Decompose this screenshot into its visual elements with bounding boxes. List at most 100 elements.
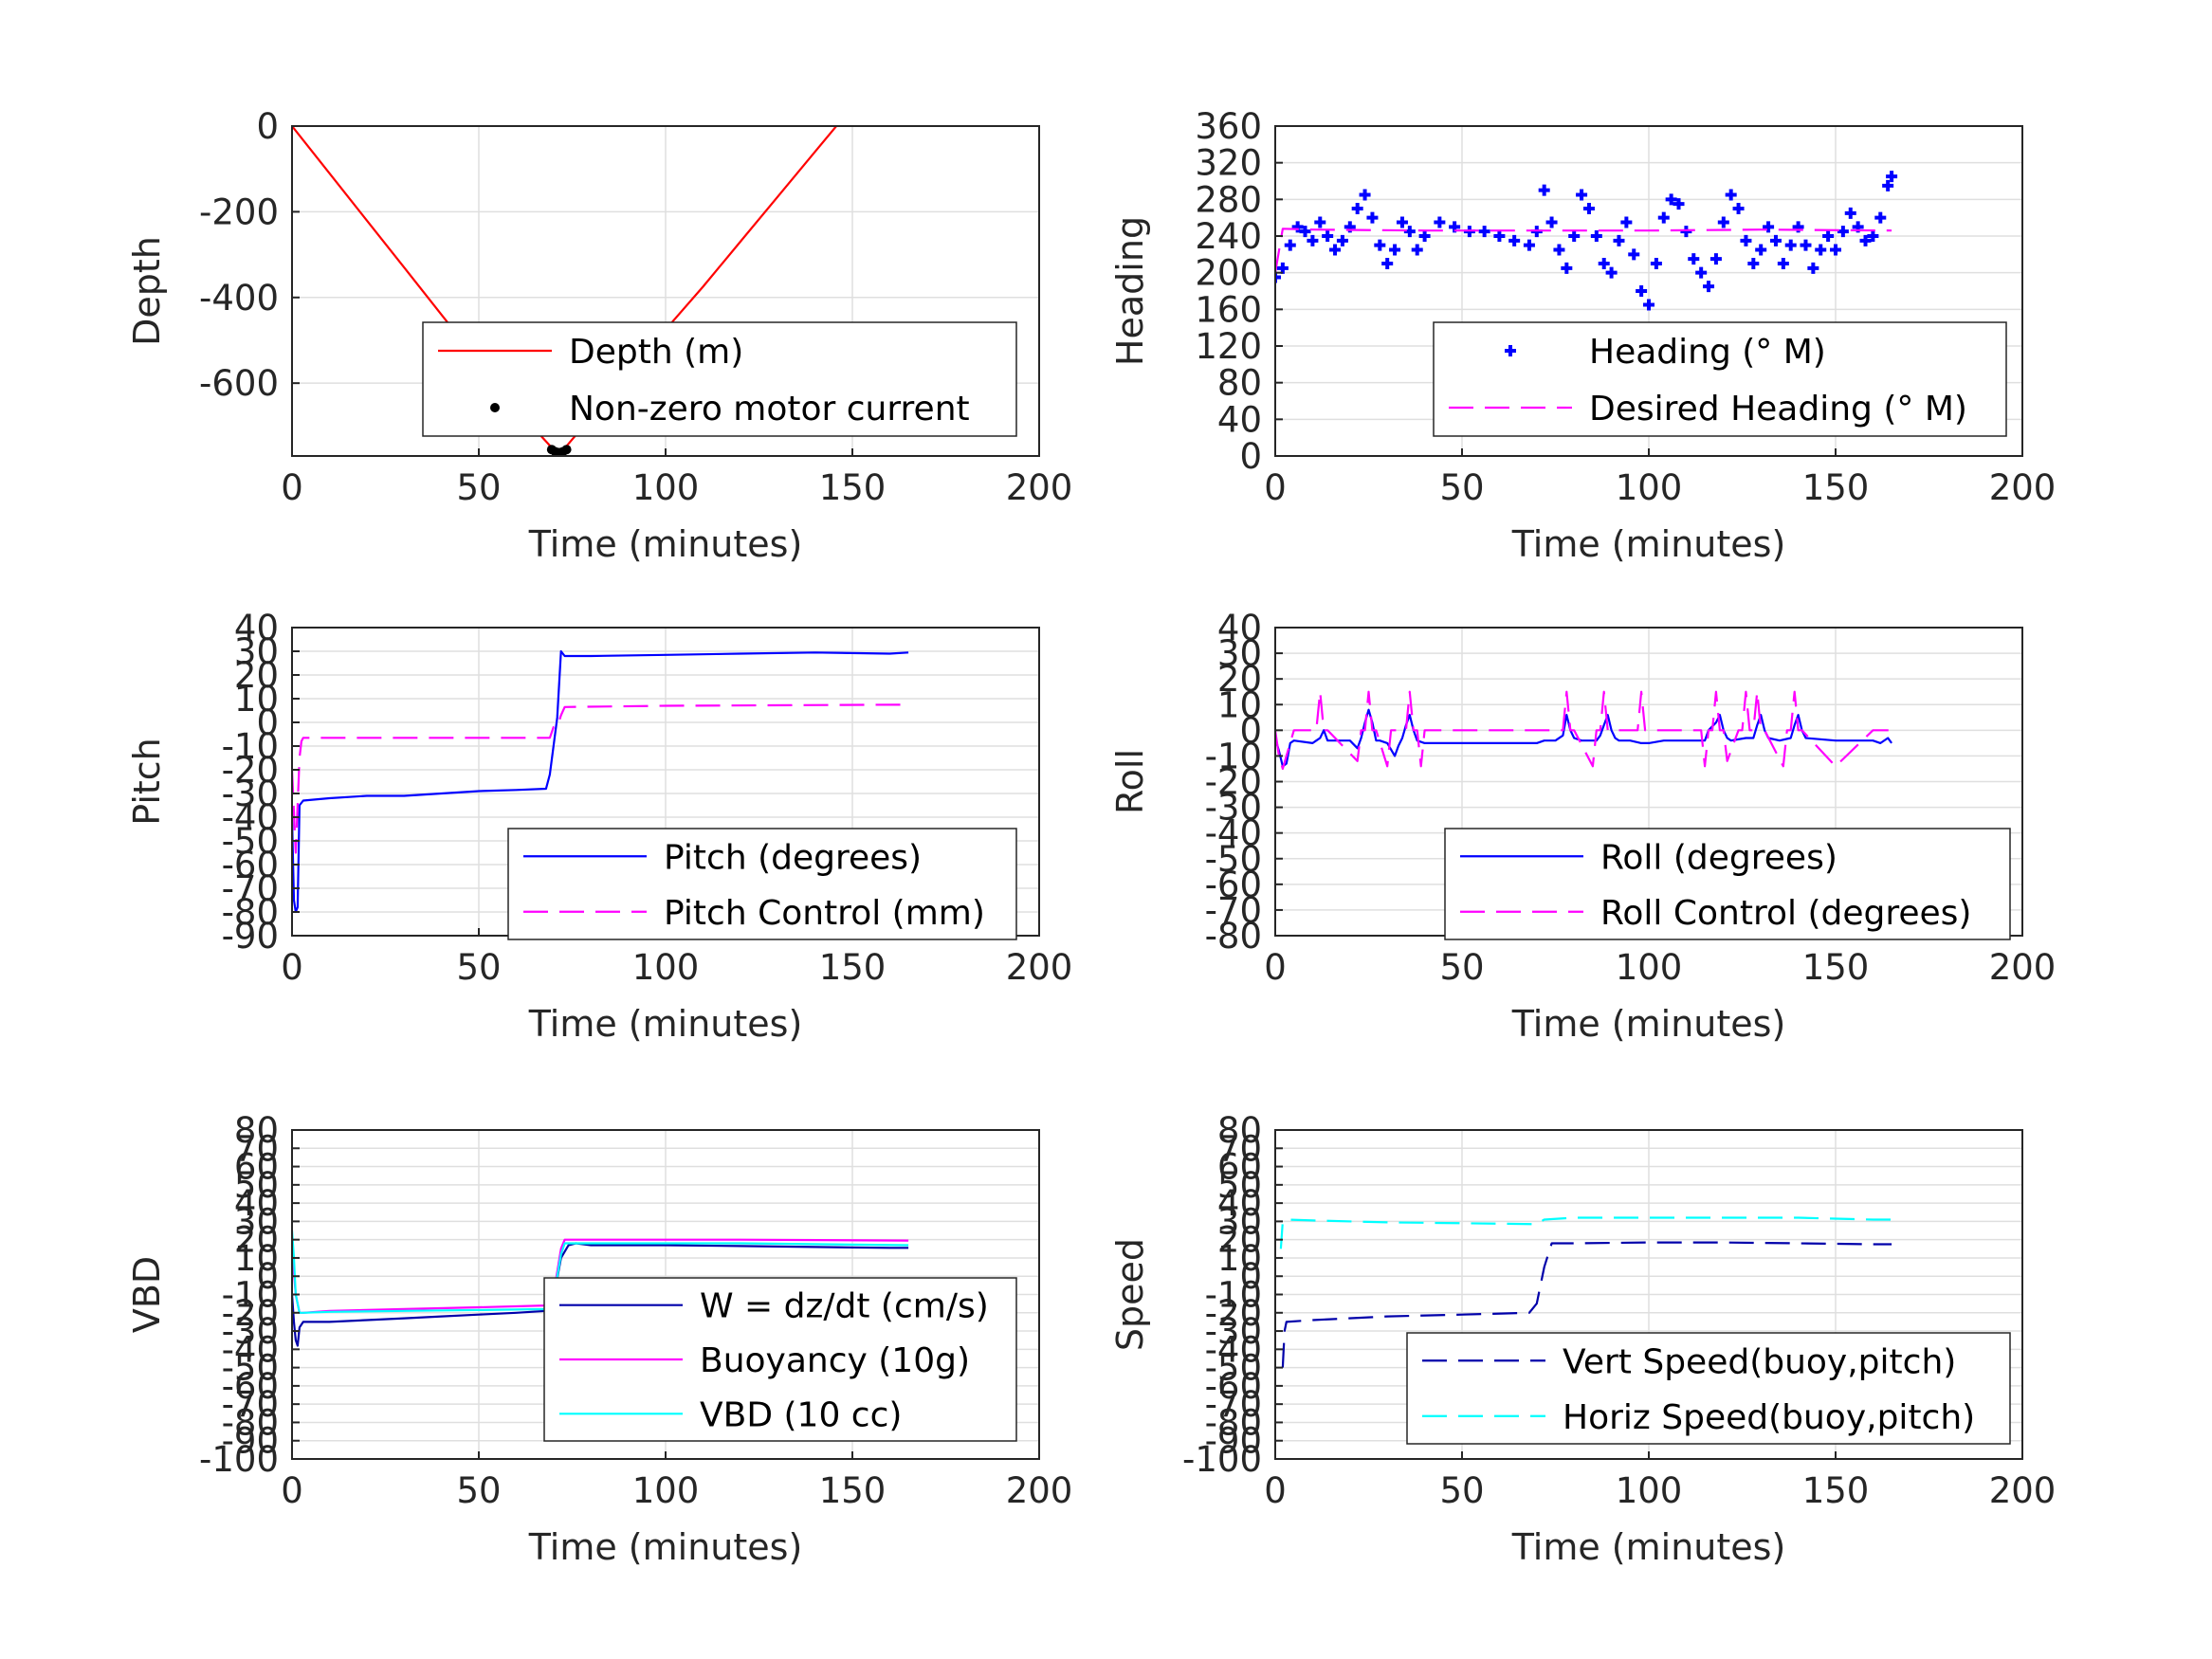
vbd-xlabel: Time (minutes) (528, 1526, 803, 1568)
roll-series-group (1275, 690, 1892, 771)
depth-legend: Depth (m) Non-zero motor current (422, 321, 1017, 437)
heading-series-0-point (1636, 285, 1648, 297)
speed-ytick-label: -70 (1205, 1384, 1262, 1425)
heading-series-0-point (1411, 244, 1423, 256)
heading-series-0-point (1336, 234, 1348, 246)
speed-xtick-label: 200 (1989, 1470, 2057, 1511)
vbd-ytick-label: -70 (222, 1384, 279, 1425)
depth-xtick-label: 100 (632, 467, 700, 508)
depth-ytick-label: -400 (199, 278, 279, 319)
speed-xtick-label: 150 (1802, 1470, 1870, 1511)
pitch-ytick-label: 40 (234, 608, 279, 648)
vbd-ytick-label: -30 (222, 1311, 279, 1352)
vbd-ytick-label: 70 (234, 1128, 279, 1169)
vbd-series-2-line (292, 1230, 909, 1314)
roll-ytick-label: -10 (1205, 736, 1262, 776)
vbd-legend: W = dz/dt (cm/s) Buoyancy (10g) VBD (10 cc… (543, 1277, 1017, 1442)
heading-legend: Heading (° M) Desired Heading (° M) (1433, 321, 2007, 437)
heading-series-0-point (1747, 258, 1760, 269)
heading-ytick-label: 0 (1239, 436, 1262, 477)
vbd-series-0-line (292, 1242, 909, 1347)
speed-ytick-label: -40 (1205, 1329, 1262, 1370)
vbd-ytick-label: -40 (222, 1329, 279, 1370)
heading-xtick-label: 0 (1264, 467, 1287, 508)
heading-series-0-point (1620, 216, 1633, 228)
pitch-xtick-label: 0 (281, 947, 303, 988)
vbd-series-group (292, 1230, 909, 1347)
heading-series-0-point (1763, 221, 1775, 233)
depth-ytick-label: -600 (199, 363, 279, 404)
vbd-ytick-label: -50 (222, 1348, 279, 1389)
heading-series-0-point (1322, 230, 1334, 242)
heading-xtick-label: 200 (1989, 467, 2057, 508)
heading-series-0-point (1381, 258, 1394, 269)
heading-series-0-point (1598, 258, 1610, 269)
speed-ytick-label: -20 (1205, 1293, 1262, 1334)
vbd-ytick-label: 10 (234, 1238, 279, 1279)
heading-series-0-point (1538, 184, 1550, 196)
heading-series-0-point (1478, 226, 1490, 238)
depth-xtick-label: 50 (456, 467, 501, 508)
heading-ytick-label: 120 (1195, 326, 1262, 367)
heading-series-0-point (1307, 234, 1319, 246)
heading-ytick-label: 40 (1217, 399, 1262, 440)
speed-ytick-label: 40 (1217, 1183, 1262, 1224)
vbd-chart: 0 50 100 150 20080706050403020100-10-20-30-4… (126, 1110, 1072, 1568)
heading-series-0-point (1523, 239, 1535, 251)
heading-series-0-point (1822, 230, 1835, 242)
heading-series-0-point (1374, 239, 1386, 251)
pitch-ylabel: Pitch (126, 738, 168, 826)
heading-series-0-point (1553, 244, 1565, 256)
heading-ytick-label: 80 (1217, 363, 1262, 404)
heading-series-0-point (1396, 216, 1408, 228)
vbd-ytick-label: -10 (222, 1275, 279, 1316)
speed-ytick-label: 20 (1217, 1220, 1262, 1261)
speed-ytick-label: 10 (1217, 1238, 1262, 1279)
depth-legend-label: Depth (m) (569, 333, 743, 372)
pitch-ytick-label: 20 (234, 655, 279, 696)
vbd-xtick-label: 100 (632, 1470, 700, 1511)
speed-ytick-label: 60 (1217, 1147, 1262, 1188)
vbd-legend-label: W = dz/dt (cm/s) (700, 1287, 989, 1326)
heading-xtick-label: 50 (1439, 467, 1484, 508)
heading-ytick-label: 280 (1195, 179, 1262, 220)
pitch-ytick-label: -50 (222, 821, 279, 862)
speed-xlabel: Time (minutes) (1511, 1526, 1786, 1568)
roll-xlabel: Time (minutes) (1511, 1003, 1786, 1045)
depth-series-1-point (561, 445, 572, 455)
heading-ylabel: Heading (1109, 216, 1151, 366)
vbd-xtick-label: 200 (1006, 1470, 1073, 1511)
roll-xtick-label: 200 (1989, 947, 2057, 988)
depth-legend-marker (490, 403, 500, 412)
heading-series-0-point (1508, 234, 1521, 246)
roll-legend: Roll (degrees) Roll Control (degrees) (1444, 828, 2011, 940)
heading-series-0-point (1680, 226, 1692, 238)
heading-series-0-point (1403, 226, 1416, 238)
pitch-xtick-label: 50 (456, 947, 501, 988)
heading-series-0-point (1613, 234, 1625, 246)
speed-xtick-label: 50 (1439, 1470, 1484, 1511)
heading-series-0-point (1275, 271, 1281, 283)
pitch-legend-label: Pitch Control (mm) (664, 894, 985, 933)
heading-series-0-point (1657, 211, 1670, 224)
heading-series-0-point (1703, 281, 1715, 293)
roll-xtick-label: 50 (1439, 947, 1484, 988)
heading-chart: 0 50 100 150 20004080120160200240280320360Ti… (1109, 106, 2056, 565)
roll-chart: 0 50 100 150 200403020100-10-20-30-40-50-60-… (1109, 608, 2056, 1045)
vbd-ytick-label: 60 (234, 1147, 279, 1188)
heading-xlabel: Time (minutes) (1511, 523, 1786, 565)
vbd-ytick-label: -60 (222, 1366, 279, 1407)
roll-ytick-label: -50 (1205, 839, 1262, 880)
speed-xtick-label: 100 (1616, 1470, 1683, 1511)
heading-series-0-point (1314, 216, 1326, 228)
pitch-ytick-label: 10 (234, 679, 279, 720)
speed-ytick-label: 0 (1239, 1256, 1262, 1297)
roll-ytick-label: -20 (1205, 762, 1262, 803)
speed-legend: Vert Speed(buoy,pitch) Horiz Speed(buoy,p… (1406, 1332, 2011, 1445)
heading-series-0-point (1755, 244, 1767, 256)
roll-ytick-label: 40 (1217, 608, 1262, 648)
speed-xtick-label: 0 (1264, 1470, 1287, 1511)
heading-series-0-point (1299, 226, 1311, 238)
vbd-xtick-label: 150 (819, 1470, 887, 1511)
heading-series-0-point (1605, 266, 1618, 279)
